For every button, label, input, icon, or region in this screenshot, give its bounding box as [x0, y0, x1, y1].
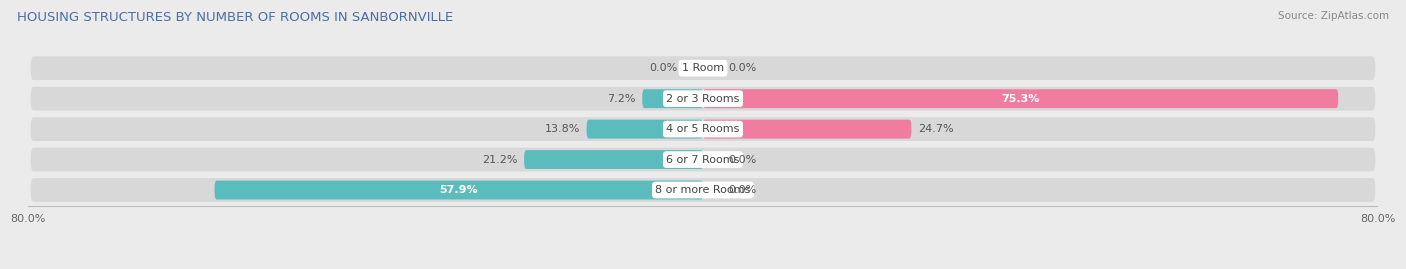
FancyBboxPatch shape	[31, 56, 1375, 80]
Text: Source: ZipAtlas.com: Source: ZipAtlas.com	[1278, 11, 1389, 21]
Text: 4 or 5 Rooms: 4 or 5 Rooms	[666, 124, 740, 134]
Text: 0.0%: 0.0%	[728, 155, 756, 165]
Text: 0.0%: 0.0%	[650, 63, 678, 73]
Text: 13.8%: 13.8%	[544, 124, 579, 134]
FancyBboxPatch shape	[586, 120, 703, 139]
Text: 2 or 3 Rooms: 2 or 3 Rooms	[666, 94, 740, 104]
FancyBboxPatch shape	[643, 89, 703, 108]
Text: HOUSING STRUCTURES BY NUMBER OF ROOMS IN SANBORNVILLE: HOUSING STRUCTURES BY NUMBER OF ROOMS IN…	[17, 11, 453, 24]
FancyBboxPatch shape	[31, 178, 1375, 202]
FancyBboxPatch shape	[31, 117, 1375, 141]
Text: 8 or more Rooms: 8 or more Rooms	[655, 185, 751, 195]
Text: 1 Room: 1 Room	[682, 63, 724, 73]
Text: 24.7%: 24.7%	[918, 124, 953, 134]
FancyBboxPatch shape	[703, 89, 1339, 108]
Text: 57.9%: 57.9%	[440, 185, 478, 195]
Text: 21.2%: 21.2%	[482, 155, 517, 165]
FancyBboxPatch shape	[703, 120, 911, 139]
Text: 0.0%: 0.0%	[728, 63, 756, 73]
Text: 7.2%: 7.2%	[607, 94, 636, 104]
FancyBboxPatch shape	[215, 180, 703, 200]
Text: 6 or 7 Rooms: 6 or 7 Rooms	[666, 155, 740, 165]
FancyBboxPatch shape	[31, 87, 1375, 111]
Text: 0.0%: 0.0%	[728, 185, 756, 195]
FancyBboxPatch shape	[524, 150, 703, 169]
Text: 75.3%: 75.3%	[1001, 94, 1040, 104]
FancyBboxPatch shape	[31, 148, 1375, 171]
